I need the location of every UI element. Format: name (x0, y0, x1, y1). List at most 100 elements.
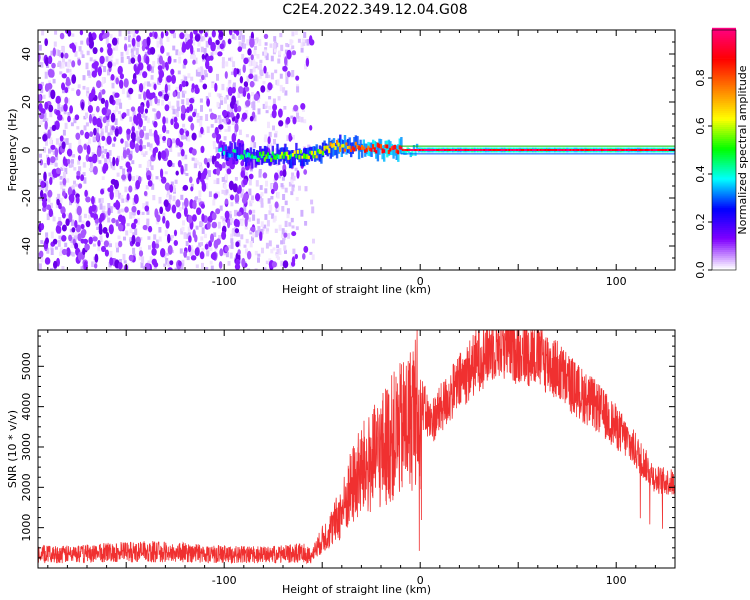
signal-core (499, 149, 502, 151)
noise-cell (46, 156, 51, 166)
noise-cell (273, 178, 277, 182)
noise-cell (80, 230, 86, 239)
noise-cell (138, 94, 142, 99)
noise-cell (124, 36, 128, 41)
noise-cell (62, 178, 67, 186)
noise-cell (205, 114, 209, 121)
noise-cell (252, 67, 256, 73)
noise-cell (300, 103, 306, 110)
noise-cell (233, 103, 238, 109)
noise-cell (195, 160, 199, 166)
noise-cell (177, 51, 181, 56)
noise-cell (194, 158, 198, 164)
signal-core (346, 146, 350, 150)
noise-cell (99, 203, 103, 210)
signal-core (237, 155, 240, 159)
colorbar-cell (712, 179, 736, 182)
noise-cell (162, 135, 167, 142)
noise-cell (278, 120, 284, 127)
signal-core (542, 149, 546, 151)
colorbar-cell (712, 195, 736, 198)
signal-core (472, 149, 475, 151)
noise-cell (185, 130, 190, 137)
noise-cell (106, 159, 110, 165)
noise-cell (117, 262, 123, 270)
signal-core (285, 151, 288, 157)
noise-cell (73, 180, 76, 185)
noise-cell (40, 189, 44, 199)
signal-core (469, 149, 472, 151)
noise-cell (87, 70, 91, 76)
noise-cell (185, 233, 189, 239)
signal-halo (221, 144, 224, 159)
noise-cell (245, 100, 251, 107)
noise-cell (146, 36, 151, 47)
signal-core (430, 149, 433, 151)
noise-cell (282, 194, 286, 200)
signal-core (566, 149, 569, 151)
signal-core (616, 149, 619, 151)
noise-cell (199, 66, 203, 70)
noise-cell (57, 50, 61, 56)
noise-cell (128, 35, 131, 42)
signal-halo (256, 150, 259, 164)
noise-cell (216, 101, 220, 108)
noise-cell (211, 132, 217, 139)
noise-cell (39, 250, 44, 258)
noise-cell (108, 224, 114, 235)
signal-halo (345, 140, 348, 155)
noise-cell (126, 223, 130, 227)
noise-cell (92, 137, 96, 141)
signal-core (484, 149, 488, 151)
noise-cell (178, 141, 184, 148)
signal-core (571, 149, 574, 151)
noise-cell (207, 215, 213, 223)
noise-cell (197, 67, 201, 72)
noise-cell (210, 233, 214, 243)
colorbar-cell (712, 124, 736, 127)
noise-cell (264, 214, 268, 220)
noise-cell (285, 43, 289, 47)
noise-cell (49, 111, 53, 118)
noise-cell (162, 139, 166, 143)
noise-cell (156, 110, 161, 120)
noise-cell (145, 89, 151, 99)
noise-cell (221, 57, 225, 64)
noise-cell (182, 205, 186, 211)
noise-cell (79, 30, 84, 36)
noise-cell (111, 217, 116, 224)
noise-cell (112, 166, 116, 171)
noise-cell (70, 42, 75, 50)
noise-cell (229, 95, 233, 102)
noise-cell (235, 30, 240, 36)
noise-cell (240, 191, 244, 198)
y-axis-label: SNR (10 * v/v) (6, 410, 19, 488)
noise-cell (233, 36, 237, 41)
noise-cell (198, 190, 202, 197)
colorbar-cell (712, 249, 736, 252)
signal-core (301, 155, 304, 159)
noise-cell (100, 97, 106, 104)
noise-cell (190, 44, 194, 55)
colorbar-tick-label: 0.2 (694, 213, 707, 231)
colorbar-cell (712, 142, 736, 146)
noise-cell (244, 86, 250, 92)
x-tick-label: 100 (606, 574, 627, 587)
noise-cell (215, 238, 221, 245)
signal-core (439, 149, 442, 151)
noise-cell (270, 72, 274, 80)
noise-cell (80, 50, 84, 55)
noise-cell (120, 208, 124, 213)
noise-cell (249, 37, 255, 48)
noise-cell (234, 209, 237, 217)
colorbar-cell (712, 146, 736, 150)
noise-cell (44, 38, 48, 47)
signal-core (572, 149, 575, 151)
noise-cell (104, 148, 108, 154)
colorbar-cell (712, 209, 736, 212)
noise-cell (190, 186, 194, 192)
noise-cell (138, 164, 142, 168)
noise-cell (88, 113, 93, 124)
noise-cell (239, 30, 243, 37)
